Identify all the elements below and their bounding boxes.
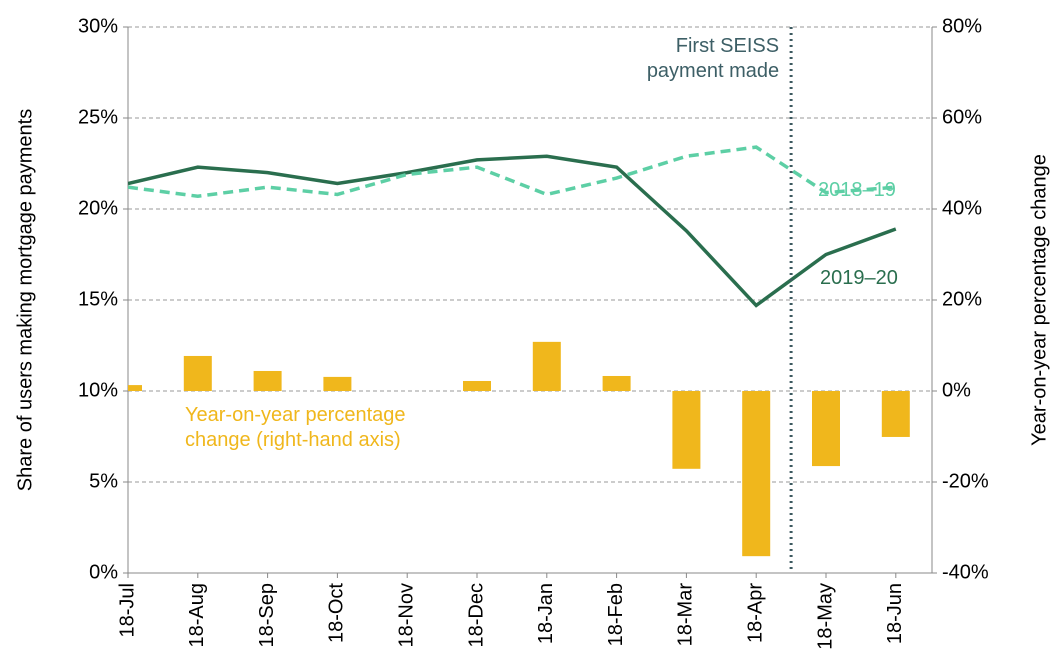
x-tick-label: 18-Apr <box>744 583 766 643</box>
x-tick-label: 18-May <box>814 583 836 650</box>
y-axis-title: Share of users making mortgage payments <box>14 109 36 491</box>
y2-tick-label: -20% <box>942 470 989 492</box>
y-tick-label: 30% <box>78 15 118 37</box>
y2-tick-label: 80% <box>942 15 982 37</box>
x-tick-label: 18-Feb <box>605 583 627 646</box>
y2-tick-label: 40% <box>942 197 982 219</box>
x-tick-label: 18-Jul <box>116 583 138 637</box>
series-label: 2018–19 <box>818 179 896 201</box>
y-tick-label: 0% <box>89 561 118 583</box>
line <box>128 154 897 308</box>
x-tick-label: 18-Mar <box>675 583 697 647</box>
bar <box>812 391 840 467</box>
series-label: 2019–20 <box>820 267 898 289</box>
bar <box>602 375 631 391</box>
y2-tick-label: 20% <box>942 288 982 310</box>
y2-tick-label: 0% <box>942 379 971 401</box>
bar <box>323 376 352 391</box>
y-tick-label: 20% <box>78 197 118 219</box>
bar <box>128 385 142 391</box>
annotation: First SEISS payment made <box>646 35 780 82</box>
y-tick-label: 5% <box>89 470 118 492</box>
y-tick-label: 15% <box>78 288 118 310</box>
x-tick-label: 18-Oct <box>326 583 348 643</box>
plot <box>128 145 910 557</box>
series-label: Year-on-year percentage change (right-ha… <box>185 404 406 451</box>
bar <box>881 391 910 437</box>
bar <box>532 341 561 391</box>
bar <box>672 391 701 469</box>
y-tick-label: 10% <box>78 379 118 401</box>
y2-tick-label: -40% <box>942 561 989 583</box>
bar <box>742 391 771 557</box>
bar <box>253 370 282 391</box>
y-tick-label: 25% <box>78 106 118 128</box>
line <box>128 145 896 199</box>
x-tick-label: 18-Jan <box>535 583 557 644</box>
x-tick-label: 18-Jun <box>884 583 906 644</box>
bar <box>183 355 212 391</box>
y2-tick-label: 60% <box>942 106 982 128</box>
bar <box>463 380 491 391</box>
y2-axis-title: Year-on-year percentage change <box>1028 154 1050 446</box>
x-tick-label: 18-Sep <box>256 583 278 648</box>
x-tick-label: 18-Nov <box>395 583 417 647</box>
x-tick-label: 18-Dec <box>465 583 487 647</box>
x-tick-label: 18-Aug <box>186 583 208 648</box>
